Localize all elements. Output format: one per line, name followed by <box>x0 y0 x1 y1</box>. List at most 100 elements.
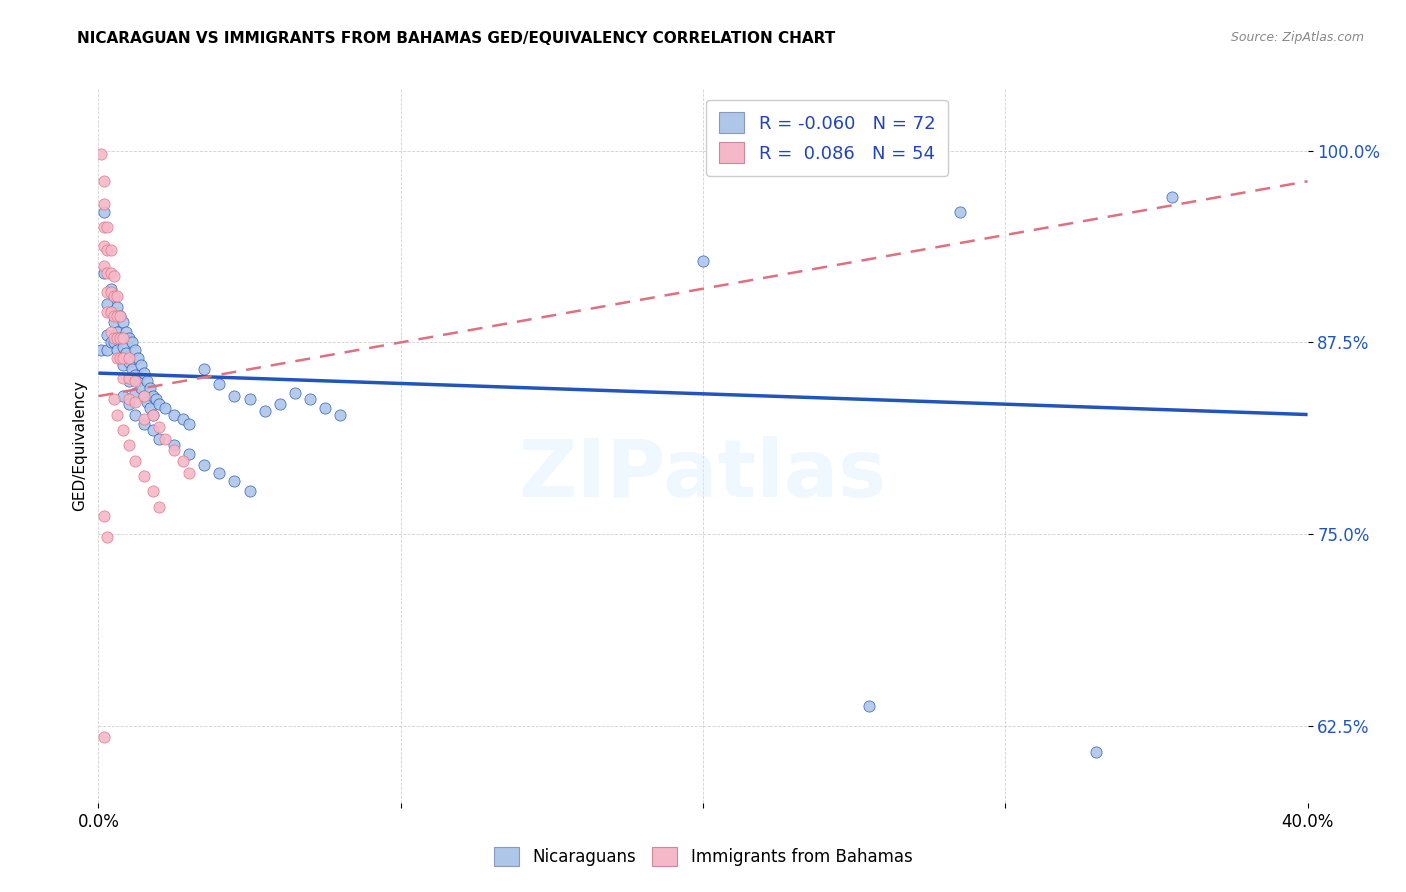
Point <box>129 381 152 395</box>
Point <box>90 343 112 357</box>
Point <box>103 331 125 345</box>
Point <box>239 484 262 499</box>
Point <box>111 340 134 354</box>
Point <box>93 238 115 252</box>
Point <box>148 432 170 446</box>
Point <box>124 453 146 467</box>
Point <box>93 266 115 280</box>
Point <box>224 389 246 403</box>
Point <box>269 397 291 411</box>
Point <box>1085 745 1108 759</box>
Point <box>142 389 165 403</box>
Point <box>692 254 714 268</box>
Point <box>108 331 131 345</box>
Point <box>96 343 118 357</box>
Point <box>132 469 155 483</box>
Point <box>224 474 246 488</box>
Text: ZIPatlas: ZIPatlas <box>519 435 887 514</box>
Point <box>100 304 122 318</box>
Point <box>93 174 115 188</box>
Point <box>96 530 118 544</box>
Point <box>105 343 128 357</box>
Point <box>96 244 118 258</box>
Point <box>96 266 118 280</box>
Point <box>105 331 128 345</box>
Point <box>142 408 165 422</box>
Point <box>163 408 186 422</box>
Point <box>172 412 194 426</box>
Point <box>132 412 155 426</box>
Point <box>858 699 880 714</box>
Point <box>153 432 176 446</box>
Point <box>111 423 134 437</box>
Point <box>103 316 125 330</box>
Point <box>118 351 141 365</box>
Point <box>179 417 201 431</box>
Point <box>124 386 146 401</box>
Point <box>132 389 155 403</box>
Point <box>118 374 141 388</box>
Legend: Nicaraguans, Immigrants from Bahamas: Nicaraguans, Immigrants from Bahamas <box>486 840 920 873</box>
Point <box>103 269 125 284</box>
Text: Source: ZipAtlas.com: Source: ZipAtlas.com <box>1230 31 1364 45</box>
Point <box>208 466 231 480</box>
Point <box>142 484 165 499</box>
Point <box>949 205 972 219</box>
Point <box>96 220 118 235</box>
Point <box>105 351 128 365</box>
Point <box>145 392 167 407</box>
Point <box>121 335 143 350</box>
Point <box>132 417 155 431</box>
Point <box>193 361 215 376</box>
Point <box>124 395 146 409</box>
Point <box>284 386 307 401</box>
Point <box>100 244 122 258</box>
Point <box>142 423 165 437</box>
Point <box>132 366 155 380</box>
Point <box>179 447 201 461</box>
Point <box>314 401 336 416</box>
Point <box>135 374 157 388</box>
Point <box>253 404 276 418</box>
Point <box>103 289 125 303</box>
Point <box>96 327 118 342</box>
Point <box>111 331 134 345</box>
Point <box>179 466 201 480</box>
Point <box>148 397 170 411</box>
Point <box>142 408 165 422</box>
Point <box>163 438 186 452</box>
Point <box>96 285 118 299</box>
Point <box>124 368 146 382</box>
Point <box>124 374 146 388</box>
Point <box>172 453 194 467</box>
Point <box>118 392 141 407</box>
Point <box>163 442 186 457</box>
Point <box>118 397 141 411</box>
Point <box>118 438 141 452</box>
Point <box>129 359 152 373</box>
Point <box>93 508 115 523</box>
Point <box>105 408 128 422</box>
Point <box>108 310 131 324</box>
Point <box>118 355 141 369</box>
Point <box>100 285 122 299</box>
Point <box>1160 189 1182 203</box>
Point <box>148 419 170 434</box>
Point <box>139 381 162 395</box>
Text: NICARAGUAN VS IMMIGRANTS FROM BAHAMAS GED/EQUIVALENCY CORRELATION CHART: NICARAGUAN VS IMMIGRANTS FROM BAHAMAS GE… <box>77 31 835 46</box>
Point <box>93 730 115 744</box>
Point <box>103 310 125 324</box>
Point <box>135 395 157 409</box>
Point <box>93 259 115 273</box>
Point <box>100 266 122 280</box>
Point <box>105 325 128 339</box>
Point <box>96 304 118 318</box>
Point <box>103 289 125 303</box>
Point <box>93 205 115 219</box>
Point <box>239 392 262 407</box>
Point <box>118 370 141 384</box>
Point <box>103 392 125 407</box>
Point <box>329 408 352 422</box>
Y-axis label: GED/Equivalency: GED/Equivalency <box>72 381 87 511</box>
Point <box>193 458 215 473</box>
